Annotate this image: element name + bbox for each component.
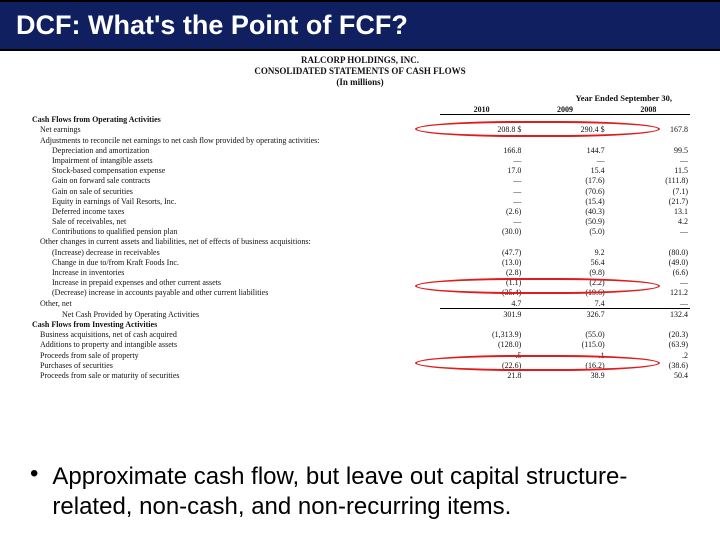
table-row: Proceeds from sale or maturity of securi… [30,370,690,380]
table-row: (Decrease) increase in accounts payable … [30,288,690,298]
table-row: Other, net4.77.4— [30,298,690,309]
table-row: Gain on sale of securities—(70.6)(7.1) [30,186,690,196]
section-header: Cash Flows from Investing Activities [30,319,440,329]
bullet-icon: • [30,462,38,522]
table-row: Proceeds from sale of property.5.1.2 [30,350,690,360]
table-row: Depreciation and amortization166.8144.79… [30,145,690,155]
table-row: Sale of receivables, net—(50.9)4.2 [30,217,690,227]
company-name: RALCORP HOLDINGS, INC. [30,55,690,65]
statement-title: CONSOLIDATED STATEMENTS OF CASH FLOWS [30,66,690,76]
bullet-point: • Approximate cash flow, but leave out c… [30,462,690,522]
table-row: Additions to property and intangible ass… [30,340,690,350]
bullet-text: Approximate cash flow, but leave out cap… [52,462,690,522]
table-row: Net Cash Provided by Operating Activitie… [30,309,690,320]
year-header-row: 2010 2009 2008 [30,104,690,115]
period-header: Year Ended September 30, [30,93,690,103]
slide-title: DCF: What's the Point of FCF? [0,0,720,51]
table-row: Equity in earnings of Vail Resorts, Inc.… [30,196,690,206]
section-header: Cash Flows from Operating Activities [30,115,440,125]
table-row: Gain on forward sale contracts—(17.6)(11… [30,176,690,186]
table-row: (Increase) decrease in receivables(47.7)… [30,247,690,257]
table-row: Change in due to/from Kraft Foods Inc.(1… [30,257,690,267]
cash-flow-table: 2010 2009 2008 Cash Flows from Operating… [30,104,690,381]
table-row: Contributions to qualified pension plan(… [30,227,690,237]
units-note: (In millions) [30,77,690,87]
table-row: Other changes in current assets and liab… [30,237,690,247]
table-row: Increase in prepaid expenses and other c… [30,278,690,288]
cash-flow-statement: RALCORP HOLDINGS, INC. CONSOLIDATED STAT… [0,51,720,381]
year-col: 2010 [440,104,523,115]
table-row: Increase in inventories(2.8)(9.8)(6.6) [30,268,690,278]
table-row: Adjustments to reconcile net earnings to… [30,135,690,145]
table-row: Impairment of intangible assets——— [30,155,690,165]
table-row: Deferred income taxes(2.6)(40.3)13.1 [30,206,690,216]
table-row: Purchases of securities(22.6)(16.2)(38.6… [30,360,690,370]
table-row: Stock-based compensation expense17.015.4… [30,166,690,176]
year-col: 2008 [607,104,690,115]
year-col: 2009 [523,104,606,115]
table-row: Net earnings208.8 $290.4 $167.8 [30,125,690,135]
table-row: Business acquisitions, net of cash acqui… [30,330,690,340]
